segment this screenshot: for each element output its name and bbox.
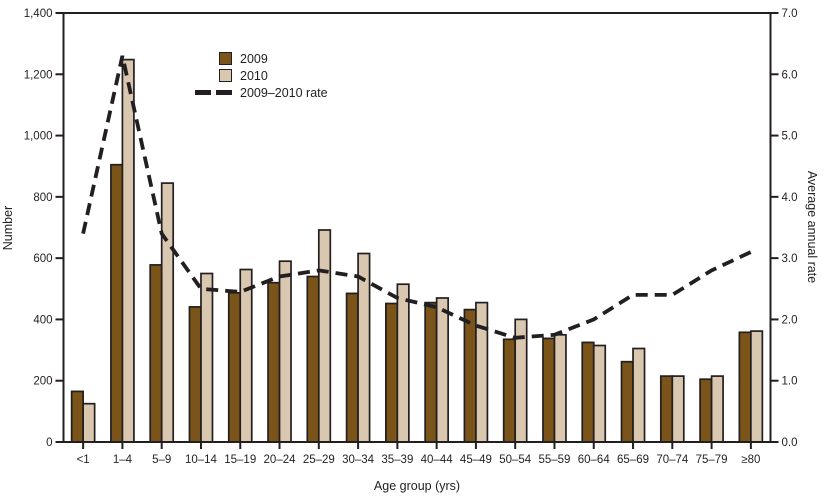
x-tick-label: 65–69 bbox=[617, 454, 649, 466]
right-tick-label: 1.0 bbox=[782, 376, 798, 388]
bar-2010-60–64 bbox=[592, 344, 607, 443]
legend-swatch-2010 bbox=[219, 69, 232, 82]
x-tick-label: 40–44 bbox=[421, 454, 454, 466]
x-tick-label: <1 bbox=[77, 454, 90, 466]
bar-2010-35–39 bbox=[396, 283, 410, 443]
legend-label-2010: 2010 bbox=[240, 68, 268, 83]
bar-2010-10–14 bbox=[200, 272, 214, 443]
x-tick-label: 60–64 bbox=[578, 454, 611, 466]
bar-2010-25–29 bbox=[317, 229, 332, 443]
right-tick-label: 6.0 bbox=[782, 69, 798, 81]
bar-2009-≥80 bbox=[738, 331, 752, 443]
bar-2010-<1 bbox=[82, 402, 96, 443]
bar-2009-65–69 bbox=[620, 360, 634, 443]
bar-2010-15–19 bbox=[239, 268, 253, 443]
x-tick-label: 25–29 bbox=[303, 454, 335, 466]
x-tick-label: ≥80 bbox=[741, 454, 760, 466]
left-tick-label: 400 bbox=[33, 314, 52, 326]
legend-icon-col bbox=[195, 69, 232, 82]
x-tick-label: 45–49 bbox=[460, 454, 492, 466]
bar-2009-15–19 bbox=[227, 291, 242, 443]
bar-2010-70–74 bbox=[671, 375, 685, 443]
x-tick-label: 50–54 bbox=[499, 454, 532, 466]
right-tick-label: 4.0 bbox=[782, 192, 798, 204]
x-tick-label: 75–79 bbox=[696, 454, 728, 466]
right-axis-title: Average annual rate bbox=[805, 170, 819, 284]
left-tick-label: 1,200 bbox=[24, 69, 53, 81]
bar-2009-40–44 bbox=[424, 301, 438, 443]
left-tick-label: 1,400 bbox=[24, 8, 53, 20]
bar-2009-60–64 bbox=[581, 341, 595, 443]
legend-swatch-2009 bbox=[219, 52, 232, 65]
legend-item-2009: 2009 bbox=[195, 50, 328, 67]
left-tick-label: 1,000 bbox=[24, 131, 53, 143]
x-tick-label: 10–14 bbox=[185, 454, 218, 466]
legend-label-rate: 2009–2010 rate bbox=[240, 85, 328, 100]
legend-item-rate: 2009–2010 rate bbox=[195, 84, 328, 101]
right-tick-label: 0.0 bbox=[782, 437, 798, 449]
legend-icon-col bbox=[195, 90, 232, 95]
left-tick-label: 800 bbox=[33, 192, 52, 204]
right-tick-label: 3.0 bbox=[782, 253, 798, 265]
bar-2010-75–79 bbox=[710, 375, 724, 443]
legend-icon-col bbox=[195, 52, 232, 65]
rate-line bbox=[81, 55, 752, 340]
right-tick-label: 7.0 bbox=[782, 8, 798, 20]
bar-2009-45–49 bbox=[463, 308, 477, 443]
legend-dashed-line-icon bbox=[195, 90, 232, 95]
x-tick-label: 35–39 bbox=[381, 454, 413, 466]
bar-2009-70–74 bbox=[659, 375, 674, 443]
x-tick-label: 1–4 bbox=[113, 454, 133, 466]
bar-2009-50–54 bbox=[502, 338, 517, 443]
x-tick-label: 70–74 bbox=[656, 454, 689, 466]
bar-2009-10–14 bbox=[188, 306, 202, 443]
bar-2009-25–29 bbox=[306, 275, 320, 443]
bar-2009-75–79 bbox=[699, 378, 713, 443]
left-axis-title: Number bbox=[1, 205, 15, 251]
x-tick-label: 15–19 bbox=[224, 454, 256, 466]
bar-2010-1–4 bbox=[121, 58, 135, 443]
x-tick-label: 55–59 bbox=[538, 454, 570, 466]
x-axis-title: Age group (yrs) bbox=[373, 479, 461, 493]
right-tick-label: 2.0 bbox=[782, 314, 798, 326]
bar-2010-5–9 bbox=[160, 182, 175, 443]
legend: 2009 2010 2009–2010 rate bbox=[195, 50, 328, 101]
bar-2010-45–49 bbox=[475, 301, 489, 443]
bar-2009-55–59 bbox=[542, 337, 556, 443]
bar-2010-20–24 bbox=[278, 260, 292, 443]
bar-2010-65–69 bbox=[632, 347, 646, 443]
bar-2010-40–44 bbox=[435, 297, 449, 443]
left-tick-label: 0 bbox=[46, 437, 52, 449]
bar-2010-≥80 bbox=[750, 330, 764, 443]
bar-2009-1–4 bbox=[110, 163, 124, 443]
bar-2010-55–59 bbox=[553, 333, 567, 443]
bar-2009-<1 bbox=[70, 390, 84, 443]
x-tick-label: 20–24 bbox=[264, 454, 297, 466]
legend-item-2010: 2010 bbox=[195, 67, 328, 84]
right-tick-label: 5.0 bbox=[782, 131, 798, 143]
bar-2009-35–39 bbox=[385, 302, 399, 443]
legend-label-2009: 2009 bbox=[240, 51, 268, 66]
left-tick-label: 600 bbox=[33, 253, 52, 265]
bar-2009-30–34 bbox=[345, 292, 359, 443]
bar-2009-5–9 bbox=[149, 264, 163, 443]
bar-2009-20–24 bbox=[267, 281, 281, 443]
left-tick-label: 200 bbox=[33, 376, 52, 388]
x-tick-label: 30–34 bbox=[342, 454, 375, 466]
x-tick-label: 5–9 bbox=[152, 454, 171, 466]
